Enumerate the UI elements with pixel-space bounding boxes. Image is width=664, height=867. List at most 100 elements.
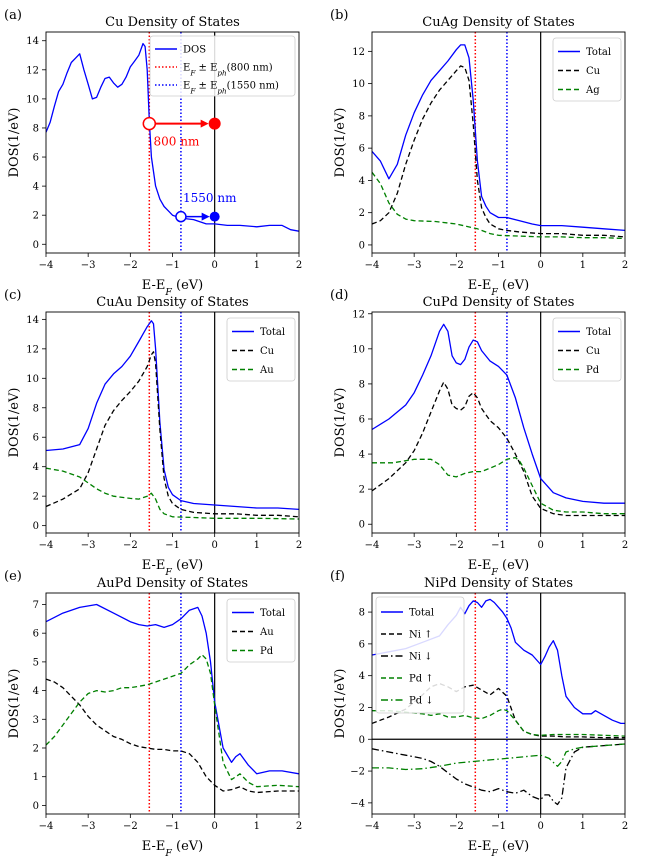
legend-label: Total: [260, 608, 285, 619]
x-tick-label: 1: [254, 260, 260, 271]
legend-label: EF ± Eph(800 nm): [183, 63, 273, 78]
y-tick-label: 6: [359, 144, 365, 155]
legend-label: Pd: [260, 646, 274, 657]
y-tick-label: 10: [26, 94, 39, 105]
initial-state-circle: [142, 116, 157, 131]
y-tick-label: 12: [352, 47, 365, 58]
legend-label: Ni ↑: [409, 630, 433, 641]
x-tick-label: 1: [580, 260, 586, 271]
legend-label: Cu: [260, 346, 275, 357]
x-tick-label: −2: [123, 540, 138, 551]
panel-label: (a): [4, 8, 22, 23]
chart-panel-2: (c) CuAu Density of States−4 −3 −2 −1 0 1 20246…: [4, 288, 302, 578]
legend: Total Cu Au: [226, 317, 296, 382]
panel-label: (b): [330, 8, 348, 23]
legend-frame: [552, 317, 622, 382]
axes-frame: [371, 31, 626, 254]
series-line-2: [372, 171, 625, 240]
y-tick-label: 6: [359, 639, 365, 650]
x-tick-label: −4: [39, 260, 54, 271]
y-tick-label: 6: [33, 153, 39, 164]
chart-panel-4: (e) AuPd Density of States −4 −3 −2 −1 0 1 2 0 1 2 3…: [4, 569, 302, 859]
x-tick-label: 0: [211, 540, 217, 551]
y-tick-label: 12: [352, 309, 365, 320]
legend-label: Total: [586, 327, 611, 338]
y-tick-label: 12: [26, 344, 39, 355]
y-axis-label: DOS(1/eV): [333, 108, 348, 178]
legend-frame: [149, 35, 296, 97]
series-line-1: [46, 678, 299, 794]
x-tick-label: −4: [39, 540, 54, 551]
y-tick-label: −2: [350, 767, 365, 778]
y-axis-label: DOS(1/eV): [333, 388, 348, 458]
legend-label: Total: [586, 47, 611, 58]
y-tick-label: 2: [359, 485, 365, 496]
x-tick-label: −3: [81, 821, 96, 832]
y-tick-label: 10: [26, 374, 39, 385]
y-tick-label: 0: [33, 801, 39, 812]
series-line-0: [46, 320, 299, 511]
legend-label: Au: [259, 365, 274, 376]
axes-frame: [371, 592, 626, 815]
panel-label: (e): [4, 569, 22, 584]
y-tick-label: 0: [359, 735, 365, 746]
x-axis-label: E-EF (eV): [142, 278, 203, 298]
x-tick-label: 1: [254, 540, 260, 551]
initial-state-circle: [175, 210, 187, 223]
x-tick-label: −3: [407, 540, 422, 551]
y-tick-label: 4: [33, 686, 39, 697]
legend: Total Au Pd: [226, 598, 296, 663]
series-line-2: [46, 654, 299, 788]
x-axis-label: E-EF (eV): [142, 558, 203, 578]
wavelength-annotation: 1550 nm: [183, 191, 237, 205]
x-tick-label: −1: [491, 540, 506, 551]
final-state-circle: [209, 211, 220, 222]
series-line-4: [372, 743, 625, 771]
y-tick-label: 10: [352, 344, 365, 355]
x-tick-label: −1: [165, 540, 180, 551]
legend-label: Total: [409, 608, 434, 619]
series-line-2: [372, 456, 625, 515]
y-tick-label: 0: [33, 521, 39, 532]
series-line-3: [372, 708, 625, 737]
y-tick-label: 0: [359, 520, 365, 531]
x-tick-label: −3: [407, 821, 422, 832]
plot-area: [372, 32, 625, 253]
x-tick-label: −1: [165, 260, 180, 271]
y-tick-label: 7: [33, 600, 39, 611]
y-tick-label: 2: [33, 492, 39, 503]
x-tick-label: −4: [365, 260, 380, 271]
plot-area: [372, 312, 625, 533]
chart-panel-0: (a) Cu Density of States−4 −3 −2 −1 0 1 2024681…: [4, 8, 302, 298]
y-tick-label: 3: [33, 715, 39, 726]
panel-label: (d): [330, 288, 348, 303]
panel-title: CuAu Density of States: [96, 295, 248, 310]
x-tick-label: −3: [81, 540, 96, 551]
x-tick-label: 2: [296, 540, 302, 551]
legend-frame: [226, 317, 296, 382]
legend-label: Cu: [586, 66, 601, 77]
legend: Total Cu Pd: [552, 317, 622, 382]
legend-label: Total: [260, 327, 285, 338]
legend: Total Ni ↑ Ni ↓ Pd ↑ Pd ↓: [375, 596, 465, 714]
chart-panel-5: (f) NiPd Density of States −4 −3 −2 −1 0 1 2 −4 −2…: [330, 569, 628, 859]
y-tick-label: 4: [33, 182, 39, 193]
y-tick-label: 0: [33, 240, 39, 251]
y-axis-label: DOS(1/eV): [7, 108, 22, 178]
y-tick-label: 8: [359, 111, 365, 122]
panel-label: (f): [330, 569, 345, 584]
x-tick-label: 0: [537, 540, 543, 551]
x-tick-label: −4: [39, 821, 54, 832]
x-tick-label: 1: [580, 821, 586, 832]
legend-label: Pd: [586, 365, 600, 376]
x-tick-label: 2: [296, 260, 302, 271]
y-tick-label: 6: [33, 433, 39, 444]
y-tick-label: 12: [26, 65, 39, 76]
legend-label: Ni ↓: [409, 652, 433, 663]
series-line-0: [46, 42, 299, 232]
x-tick-label: −1: [491, 821, 506, 832]
x-tick-label: −2: [123, 821, 138, 832]
legend-frame: [375, 596, 465, 714]
legend-label: Cu: [586, 346, 601, 357]
x-tick-label: −2: [449, 260, 464, 271]
